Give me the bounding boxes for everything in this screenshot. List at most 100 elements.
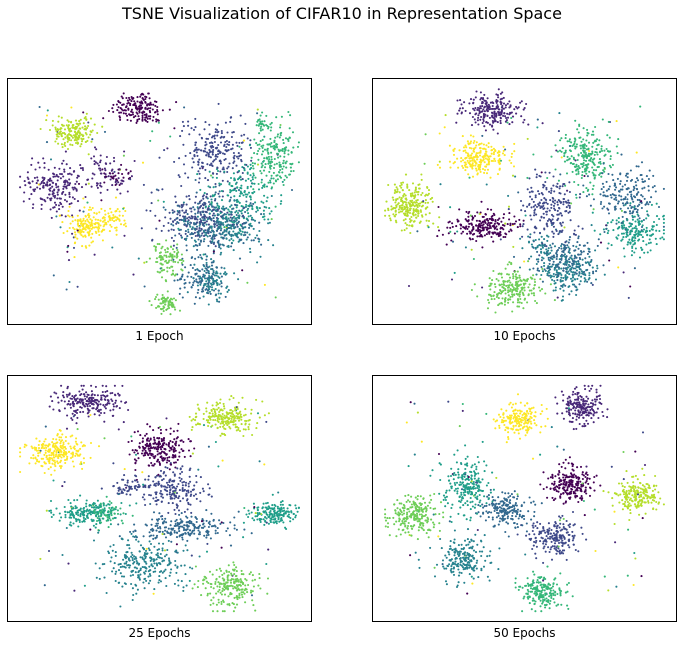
scatter-point (173, 160, 176, 163)
scatter-point (213, 159, 216, 162)
scatter-point (549, 256, 552, 259)
scatter-point (263, 183, 266, 186)
scatter-point (67, 209, 70, 213)
scatter-point (100, 207, 103, 210)
scatter-point (197, 269, 200, 272)
scatter-point (638, 217, 641, 220)
scatter-point (279, 176, 283, 179)
scatter-point (205, 234, 208, 237)
scatter-point (529, 233, 532, 236)
scatter-point (71, 186, 74, 189)
scatter-point (84, 234, 87, 237)
scatter-point (180, 218, 183, 222)
scatter-point (183, 217, 186, 220)
scatter-point (79, 218, 82, 221)
scatter-point (640, 246, 643, 249)
scatter-point (156, 113, 159, 116)
scatter-point (570, 155, 573, 158)
scatter-point (66, 250, 69, 253)
x-axis-label: 10 Epochs (493, 329, 556, 343)
scatter-point (179, 277, 182, 280)
scatter-point (534, 194, 537, 197)
scatter-point (67, 125, 70, 128)
scatter-point (553, 299, 556, 302)
scatter-point (633, 215, 636, 218)
scatter-point (173, 255, 176, 258)
scatter-point (509, 111, 512, 114)
scatter-point (536, 269, 539, 272)
scatter-point (614, 208, 617, 211)
scatter-point (557, 179, 560, 182)
scatter-point (242, 139, 246, 142)
scatter-point (52, 172, 55, 175)
scatter-point (72, 236, 75, 239)
scatter-point (289, 114, 292, 117)
scatter-point (545, 210, 548, 213)
scatter-point (511, 285, 514, 288)
scatter-point (530, 243, 533, 246)
scatter-point (570, 266, 574, 269)
scatter-point (464, 218, 467, 221)
scatter-point (213, 140, 216, 144)
scatter-point (171, 256, 174, 259)
scatter-point (408, 224, 411, 227)
scatter-point (550, 155, 553, 158)
scatter-point (568, 251, 571, 254)
scatter-point (243, 167, 246, 170)
scatter-point (215, 281, 218, 285)
scatter-point (472, 227, 475, 230)
scatter-point (239, 175, 242, 178)
scatter-point (452, 153, 456, 156)
scatter-point (202, 204, 205, 207)
scatter-point (214, 131, 217, 134)
scatter-point (409, 205, 412, 208)
scatter-point (552, 275, 556, 278)
scatter-point (532, 287, 535, 290)
scatter-point (182, 143, 185, 146)
scatter-point (71, 144, 74, 147)
scatter-point (518, 266, 522, 269)
scatter-point (590, 260, 593, 263)
scatter-point (61, 191, 64, 194)
scatter-point (545, 245, 548, 248)
scatter-point (67, 172, 70, 176)
scatter-point (544, 269, 547, 272)
scatter-point (158, 251, 161, 255)
scatter-point (171, 248, 175, 251)
scatter-point (217, 213, 220, 216)
scatter-point (475, 90, 478, 93)
scatter-point (228, 200, 231, 203)
scatter-point (533, 294, 536, 297)
scatter-point (476, 106, 480, 109)
scatter-point (233, 195, 236, 198)
scatter-point (249, 196, 252, 199)
scatter-point (482, 143, 485, 146)
scatter-point (238, 195, 241, 198)
scatter-point (101, 168, 104, 171)
scatter-point (230, 245, 233, 248)
scatter-point (98, 227, 101, 230)
scatter-point (474, 164, 477, 167)
scatter-point (230, 241, 233, 244)
scatter-point (554, 199, 557, 202)
scatter-point (565, 201, 568, 204)
scatter-point (503, 154, 506, 157)
scatter-point (555, 255, 558, 258)
scatter-point (420, 201, 423, 204)
scatter-point (468, 146, 471, 149)
scatter-point (61, 162, 64, 165)
scatter-point (176, 209, 179, 213)
scatter-point (156, 270, 159, 273)
scatter-point (236, 171, 239, 174)
scatter-point (570, 280, 574, 283)
scatter-point (280, 200, 283, 203)
scatter-point (477, 143, 480, 146)
scatter-point (475, 152, 478, 155)
scatter-point (519, 225, 522, 228)
scatter-point (487, 301, 491, 304)
scatter-point (193, 150, 196, 153)
scatter-point (447, 221, 450, 224)
scatter-point (634, 237, 637, 240)
scatter-point (575, 272, 578, 275)
scatter-point (248, 204, 251, 207)
